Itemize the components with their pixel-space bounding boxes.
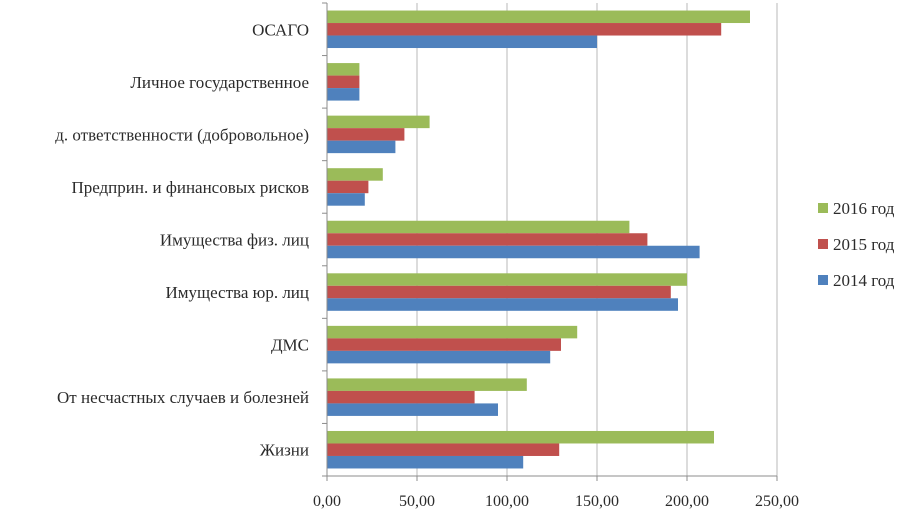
- category-label: ОСАГО: [252, 20, 309, 39]
- category-label: Жизни: [260, 441, 309, 460]
- x-tick-labels: 0,00 50,00 100,00 150,00 200,00 250,00: [313, 493, 799, 510]
- bar: [327, 285, 671, 299]
- x-tick-label: 250,00: [755, 493, 799, 510]
- bar: [327, 390, 475, 404]
- axes: [322, 2, 778, 481]
- legend-label: 2015 год: [833, 235, 895, 254]
- bar: [327, 273, 687, 286]
- category-label: д. ответственности (добровольное): [55, 125, 309, 144]
- bar: [327, 180, 369, 194]
- bar: [327, 23, 722, 36]
- category-labels: ОСАГО Личное государственное д. ответствен…: [55, 20, 309, 459]
- legend: 2016 год 2015 год 2014 год: [818, 199, 895, 290]
- bar: [327, 325, 578, 339]
- bar: [327, 338, 561, 351]
- bar: [327, 403, 498, 416]
- bar: [327, 75, 360, 89]
- category-label: От несчастных случаев и болезней: [57, 388, 309, 407]
- bar: [327, 88, 360, 101]
- bar: [327, 140, 396, 154]
- legend-swatch: [818, 275, 828, 285]
- bar: [327, 298, 678, 311]
- category-label: ДМС: [271, 336, 309, 355]
- bar: [327, 443, 560, 456]
- legend-swatch: [818, 203, 828, 213]
- category-label: Предприн. и финансовых рисков: [71, 178, 309, 197]
- bar: [327, 193, 365, 206]
- bar: [327, 350, 551, 364]
- bar: [327, 220, 630, 234]
- category-label: Личное государственное: [130, 73, 309, 92]
- bar: [327, 115, 430, 129]
- bar: [327, 35, 597, 49]
- category-label: Имущества физ. лиц: [160, 231, 309, 250]
- bar: [327, 10, 750, 24]
- bar: [327, 430, 714, 444]
- legend-label: 2014 год: [833, 271, 895, 290]
- bar: [327, 378, 527, 391]
- legend-swatch: [818, 239, 828, 249]
- legend-label: 2016 год: [833, 199, 895, 218]
- bar: [327, 128, 405, 141]
- category-label: Имущества юр. лиц: [165, 283, 309, 302]
- bar: [327, 168, 383, 181]
- x-tick-label: 0,00: [313, 493, 341, 510]
- bar: [327, 455, 524, 469]
- bar: [327, 233, 648, 246]
- bar: [327, 63, 360, 76]
- bars-group: [327, 10, 750, 469]
- x-tick-label: 100,00: [485, 493, 529, 510]
- bar: [327, 245, 700, 259]
- x-tick-label: 50,00: [399, 493, 435, 510]
- x-tick-label: 150,00: [575, 493, 619, 510]
- x-tick-label: 200,00: [665, 493, 709, 510]
